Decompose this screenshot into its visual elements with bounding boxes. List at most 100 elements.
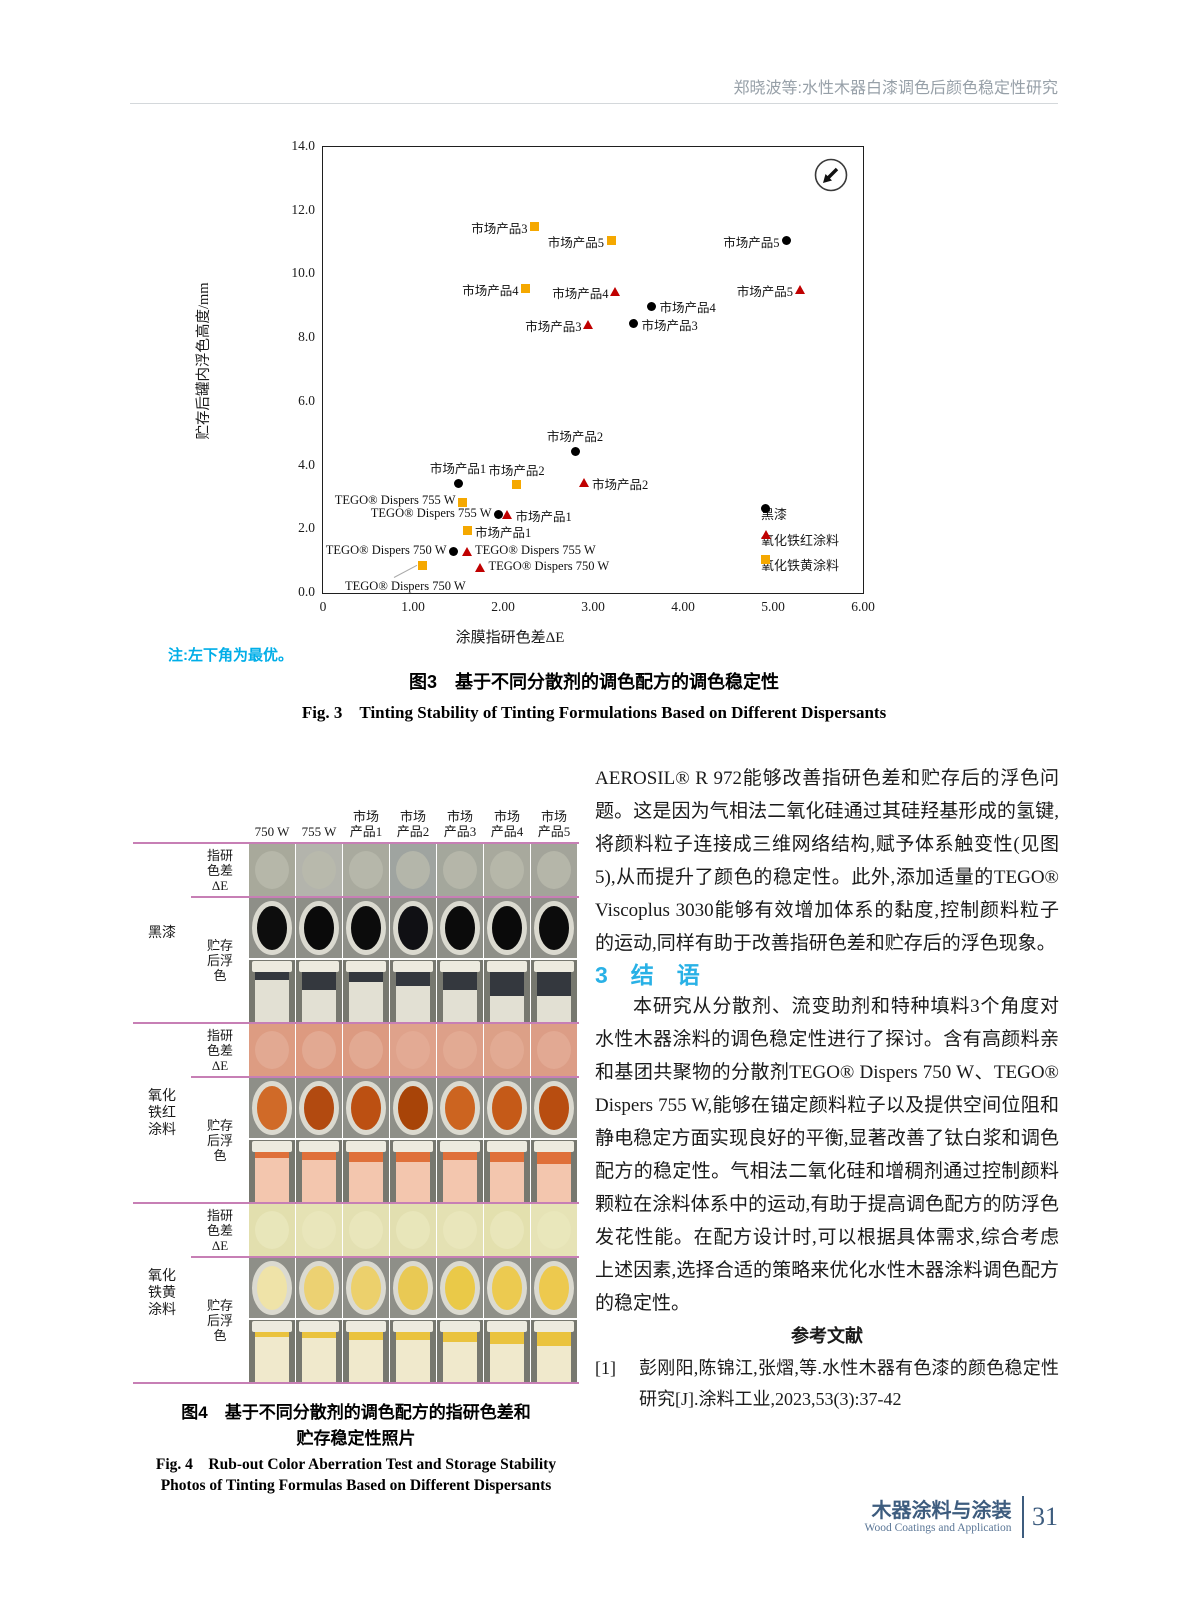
can-side-view-photo — [343, 1320, 389, 1382]
body-paragraph-1: AEROSIL® R 972能够改善指研色差和贮存后的浮色问题。这是因为气相法二… — [595, 768, 1059, 954]
swatch-circle — [396, 851, 430, 889]
swatch-circle — [255, 1211, 289, 1249]
fig4-row-label-storage: 贮存 后浮 色 — [206, 937, 233, 983]
data-point-circle — [494, 510, 503, 520]
fig4-group-label: 黑漆 — [148, 925, 176, 941]
can-lid — [440, 1321, 480, 1332]
paint-surface — [492, 1086, 522, 1130]
point-label: 市场产品4 — [462, 283, 519, 298]
float-color-band — [537, 1152, 571, 1164]
paint-surface — [351, 1086, 381, 1130]
can-top-view-photo — [437, 1258, 483, 1318]
fig4-storage-row: 贮存 后浮 色 — [191, 1078, 579, 1202]
float-color-band — [255, 972, 289, 980]
can-lid — [252, 1141, 292, 1152]
reference-item-1: [1] 彭刚阳,陈锦江,张熠,等.水性木器有色漆的颜色稳定性研究[J].涂料工业… — [595, 1353, 1059, 1415]
paint-surface — [257, 1266, 287, 1310]
fig4-photo-grid: 750 W 755 W 市场 产品1 市场 产品2 市场 产品3 市场 产品4 市场 产品5… — [133, 790, 579, 1384]
swatch-circle — [302, 1211, 336, 1249]
can-side-view-photo — [531, 1140, 577, 1202]
storage-photo-cell — [484, 1258, 530, 1382]
paint-surface — [398, 1086, 428, 1130]
can-top-view-photo — [343, 898, 389, 958]
paint-body — [255, 1332, 289, 1382]
data-point-circle — [449, 547, 458, 557]
rubout-swatch-photo — [484, 844, 530, 896]
fig4-row-label-rubout: 指研 色差 ΔE — [206, 1207, 233, 1253]
y-tick-label: 8.0 — [298, 329, 315, 345]
swatch-circle — [302, 851, 336, 889]
can-top-view-photo — [484, 1258, 530, 1318]
can-side-view-photo — [249, 1320, 295, 1382]
can-side-view-photo — [484, 960, 530, 1022]
fig4-group-label: 氧化 铁红 涂料 — [148, 1088, 176, 1138]
y-tick-label: 10.0 — [291, 265, 315, 281]
swatch-circle — [302, 1031, 336, 1069]
swatch-circle — [255, 1031, 289, 1069]
point-label: 市场产品1 — [475, 525, 532, 540]
point-label: 市场产品5 — [736, 285, 793, 300]
can-side-view-photo — [531, 1320, 577, 1382]
rubout-swatch-photo — [484, 1204, 530, 1256]
can-side-view-photo — [531, 960, 577, 1022]
point-label: 市场产品3 — [641, 318, 698, 333]
can-lid — [393, 961, 433, 972]
can-lid — [534, 1321, 574, 1332]
fig4-body: 黑漆 指研 色差 ΔE 贮存 后浮 色氧化 铁红 涂料 指研 色差 ΔE 贮存 后浮 色… — [133, 842, 579, 1384]
journal-name-en: Wood Coatings and Application — [864, 1522, 1012, 1534]
float-color-band — [255, 1152, 289, 1158]
swatch-circle — [396, 1211, 430, 1249]
paint-surface — [492, 906, 522, 950]
paint-body — [396, 1332, 430, 1382]
can-lid — [346, 1321, 386, 1332]
fig4-rubout-row: 指研 色差 ΔE — [191, 1024, 579, 1078]
fig4-row-label-rubout: 指研 色差 ΔE — [206, 1027, 233, 1073]
swatch-circle — [490, 1211, 524, 1249]
legend-marker-square — [761, 554, 770, 564]
paint-surface — [539, 1266, 569, 1310]
float-color-band — [349, 1152, 383, 1162]
swatch-circle — [537, 851, 571, 889]
legend-item: 氧化铁红涂料 — [761, 529, 839, 549]
journal-name-block: 木器涂料与涂装 Wood Coatings and Application — [865, 1500, 1012, 1534]
references-heading: 参考文献 — [791, 1326, 863, 1346]
swatch-circle — [255, 851, 289, 889]
x-tick-label: 2.00 — [491, 599, 515, 614]
data-point-triangle — [610, 286, 620, 296]
point-label: 市场产品2 — [546, 430, 604, 445]
fig4-column-header: 市场 产品5 — [537, 809, 571, 839]
can-lid — [346, 1141, 386, 1152]
paint-body — [443, 1152, 477, 1202]
can-side-view-photo — [296, 1140, 342, 1202]
fig4-group-rows: 指研 色差 ΔE 贮存 后浮 色 — [191, 844, 579, 1022]
rubout-swatch-photo — [531, 844, 577, 896]
x-tick-label: 0 — [319, 599, 327, 614]
rubout-swatch-photo — [296, 1204, 342, 1256]
can-lid — [252, 961, 292, 972]
storage-photo-cell — [437, 1258, 483, 1382]
x-tick-label: 4.00 — [671, 599, 695, 614]
storage-photo-cell — [343, 898, 389, 1022]
data-point-circle — [570, 446, 580, 456]
can-side-view-photo — [437, 1320, 483, 1382]
fig3-caption-cn: 图3 基于不同分散剂的调色配方的调色稳定性 — [408, 672, 779, 692]
swatch-circle — [490, 851, 524, 889]
fig3-note: 注:左下角为最优。 — [168, 647, 293, 664]
storage-photo-cell — [390, 898, 436, 1022]
can-lid — [534, 1141, 574, 1152]
x-tick-label: 3.00 — [581, 599, 605, 614]
point-label: 市场产品3 — [471, 221, 528, 236]
can-top-view-photo — [296, 1078, 342, 1138]
float-color-band — [443, 1152, 477, 1160]
paint-surface — [257, 1086, 287, 1130]
fig4-column-header: 市场 产品4 — [490, 809, 524, 839]
rubout-swatch-photo — [390, 1024, 436, 1076]
reference-number: [1] — [595, 1358, 616, 1378]
running-header: 郑晓波等:水性木器白漆调色后颜色稳定性研究 — [733, 80, 1058, 97]
fig3-caption-en: Fig. 3 Tinting Stability of Tinting Form… — [301, 703, 887, 722]
paint-body — [302, 1152, 336, 1202]
point-label: 市场产品1 — [429, 462, 487, 477]
point-label: TEGO® Dispers 755 W — [475, 542, 596, 557]
body-paragraph-2: 本研究从分散剂、流变助剂和特种填料3个角度对水性木器涂料的调色稳定性进行了探讨。… — [595, 996, 1059, 1314]
fig4-column-header: 市场 产品2 — [396, 809, 430, 839]
